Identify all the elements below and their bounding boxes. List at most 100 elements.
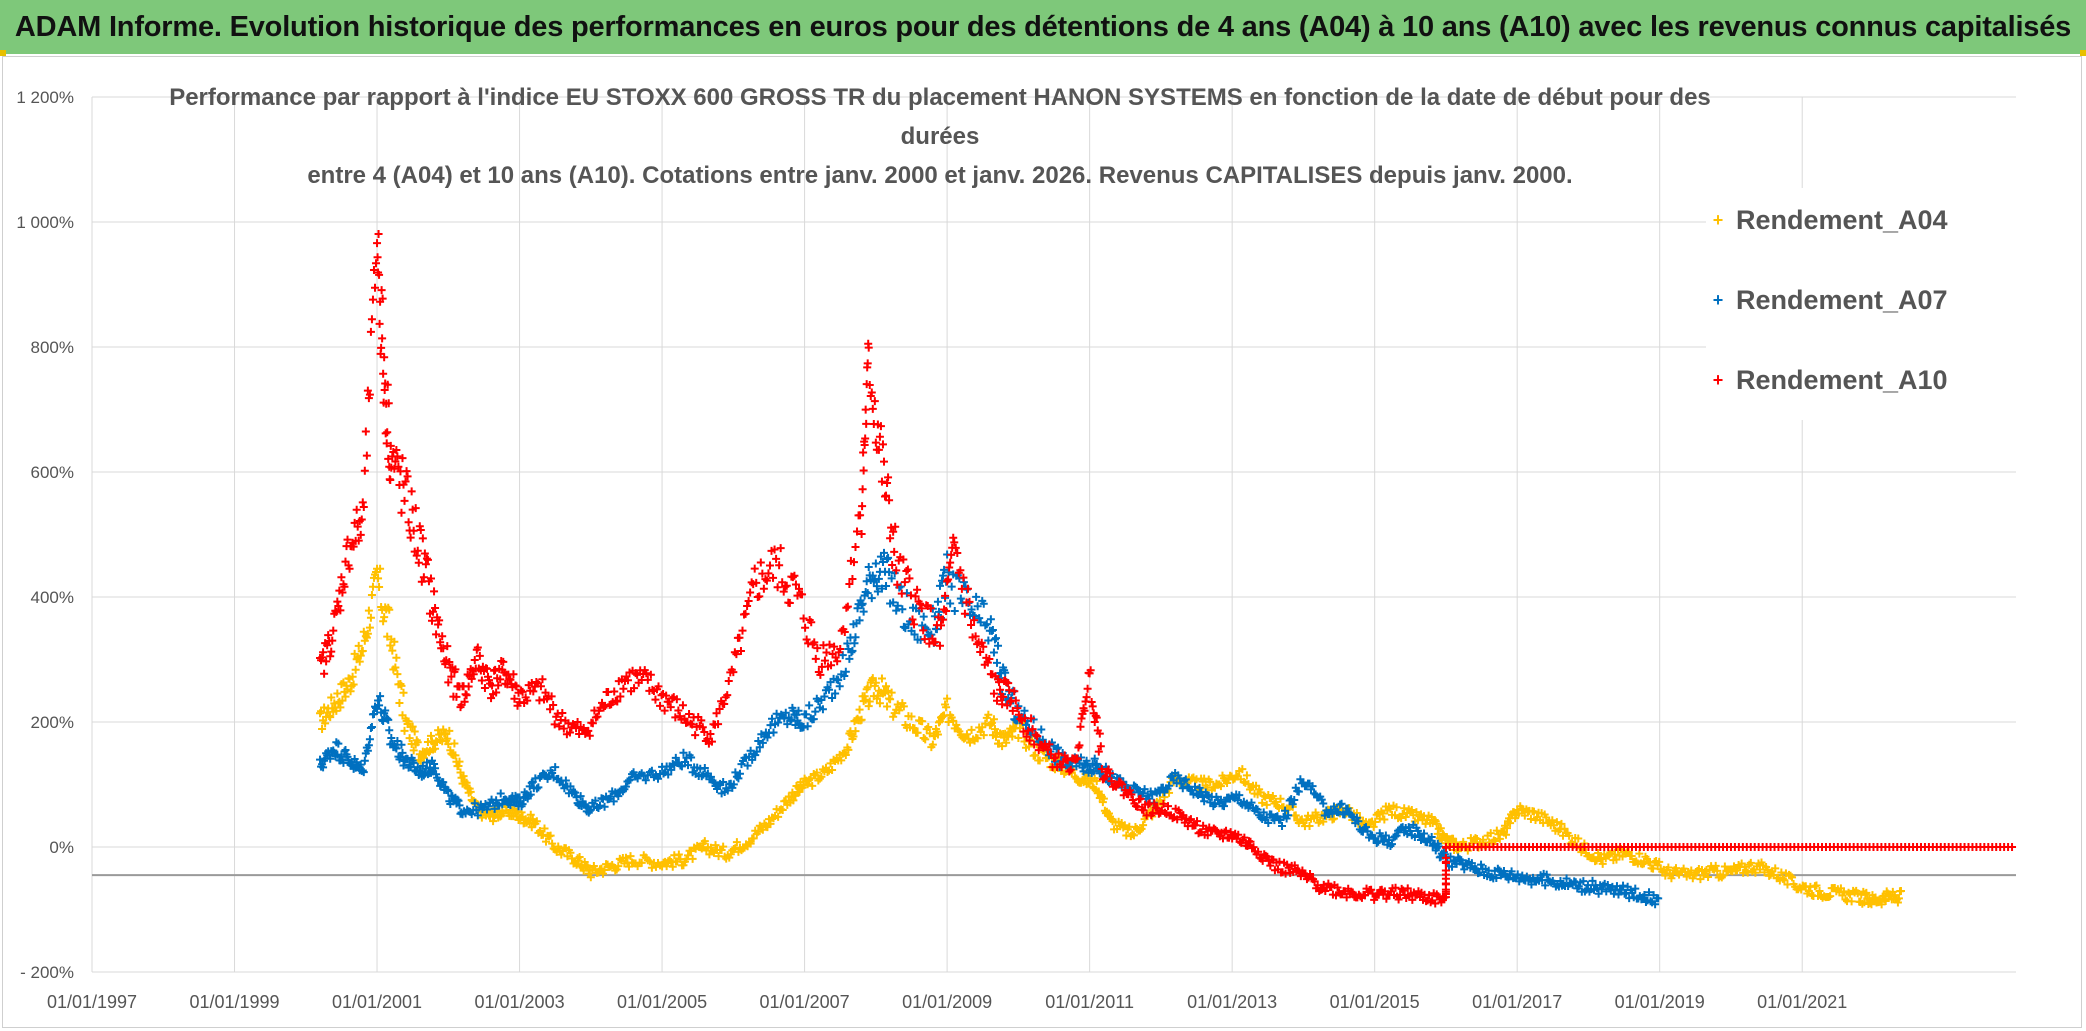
data-point	[774, 812, 783, 821]
data-point	[1004, 679, 1013, 688]
data-point	[893, 580, 902, 589]
data-point	[774, 718, 783, 727]
data-point	[847, 648, 856, 657]
data-point	[1060, 751, 1069, 760]
data-point	[1664, 863, 1673, 872]
data-point	[1713, 866, 1722, 875]
data-point	[318, 724, 327, 733]
data-point	[900, 578, 909, 587]
data-point	[801, 623, 810, 632]
data-point	[379, 369, 388, 378]
data-point	[950, 538, 959, 547]
data-point	[360, 466, 369, 475]
data-point	[776, 544, 785, 553]
data-point	[414, 558, 423, 567]
data-point	[336, 606, 345, 615]
data-point	[1408, 895, 1417, 904]
data-point	[421, 764, 430, 773]
data-point	[419, 573, 428, 582]
data-point	[879, 548, 888, 557]
data-point	[798, 590, 807, 599]
data-point	[994, 641, 1003, 650]
data-point	[383, 428, 392, 437]
data-point	[674, 850, 683, 859]
data-point	[1101, 772, 1110, 781]
data-point	[454, 761, 463, 770]
data-point	[731, 768, 740, 777]
data-point	[1432, 819, 1441, 828]
data-point	[838, 651, 847, 660]
data-point	[492, 688, 501, 697]
data-point	[921, 735, 930, 744]
data-point	[435, 616, 444, 625]
data-point	[823, 768, 832, 777]
data-point	[1253, 805, 1262, 814]
data-point	[1094, 747, 1103, 756]
data-point	[499, 657, 508, 666]
data-point	[1077, 714, 1086, 723]
data-point	[998, 742, 1007, 751]
data-point	[781, 708, 790, 717]
data-point	[569, 787, 578, 796]
data-point	[358, 647, 367, 656]
data-point	[436, 638, 445, 647]
data-point	[812, 768, 821, 777]
data-point	[1128, 830, 1137, 839]
data-point	[363, 386, 372, 395]
data-point	[1001, 668, 1010, 677]
data-point	[444, 787, 453, 796]
data-point	[1206, 777, 1215, 786]
data-point	[377, 286, 386, 295]
data-point	[1362, 823, 1371, 832]
data-point	[1243, 842, 1252, 851]
data-point	[546, 705, 555, 714]
data-point	[538, 675, 547, 684]
data-point	[1020, 706, 1029, 715]
data-point	[986, 720, 995, 729]
data-point	[666, 703, 675, 712]
data-point	[1317, 795, 1326, 804]
data-point	[857, 601, 866, 610]
data-point	[419, 753, 428, 762]
data-point	[1387, 840, 1396, 849]
data-point	[376, 692, 385, 701]
data-point	[366, 724, 375, 733]
data-point	[1306, 870, 1315, 879]
data-point	[836, 645, 845, 654]
data-point	[443, 734, 452, 743]
data-point	[754, 736, 763, 745]
data-point	[1720, 862, 1729, 871]
data-point	[1136, 826, 1145, 835]
data-point	[352, 758, 361, 767]
data-point	[773, 583, 782, 592]
data-point	[791, 580, 800, 589]
data-point	[337, 573, 346, 582]
data-point	[333, 689, 342, 698]
legend-marker-a07: +	[1712, 289, 1724, 310]
data-point	[585, 806, 594, 815]
data-point	[551, 763, 560, 772]
data-point	[466, 787, 475, 796]
data-point	[698, 723, 707, 732]
data-point	[402, 467, 411, 476]
data-point	[418, 534, 427, 543]
data-point	[998, 700, 1007, 709]
data-point	[878, 440, 887, 449]
data-point	[359, 503, 368, 512]
data-point	[949, 716, 958, 725]
legend-label-a04: Rendement_A04	[1736, 204, 1948, 235]
data-point	[1259, 808, 1268, 817]
data-point	[343, 535, 352, 544]
data-point	[319, 763, 328, 772]
data-point	[830, 642, 839, 651]
y-tick-label: 200%	[31, 713, 74, 732]
data-point	[392, 744, 401, 753]
data-point	[480, 683, 489, 692]
data-point	[378, 294, 387, 303]
data-point	[420, 549, 429, 558]
data-point	[557, 850, 566, 859]
data-point	[326, 652, 335, 661]
data-point	[677, 762, 686, 771]
data-point	[973, 734, 982, 743]
